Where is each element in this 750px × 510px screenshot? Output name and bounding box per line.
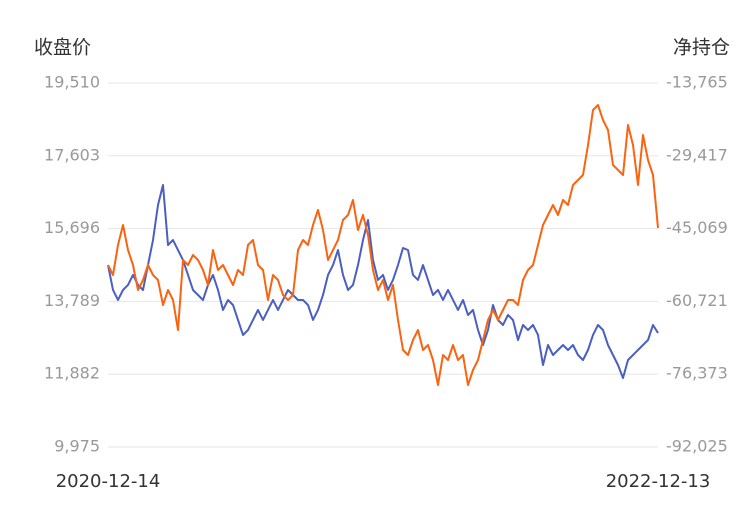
y-tick-label: 19,510 bbox=[44, 73, 100, 92]
y-tick-label: 13,789 bbox=[44, 291, 100, 310]
y2-axis-title: 净持仓 bbox=[673, 37, 730, 59]
y-tick-label: 9,975 bbox=[54, 437, 100, 456]
x-tick-label: 2020-12-14 bbox=[56, 471, 161, 492]
y2-tick-label: -92,025 bbox=[666, 437, 728, 456]
y2-tick-label: -45,069 bbox=[666, 218, 728, 237]
x-tick-label: 2022-12-13 bbox=[606, 471, 711, 492]
y2-tick-label: -60,721 bbox=[666, 291, 728, 310]
y2-tick-label: -29,417 bbox=[666, 145, 728, 164]
y2-tick-label: -13,765 bbox=[666, 73, 728, 92]
line-series bbox=[107, 104, 659, 386]
y-tick-label: 11,882 bbox=[44, 364, 100, 383]
y-tick-label: 15,696 bbox=[44, 218, 100, 237]
y-tick-label: 17,603 bbox=[44, 145, 100, 164]
y-axis-title: 收盘价 bbox=[34, 37, 91, 59]
y2-tick-label: -76,373 bbox=[666, 364, 728, 383]
line-series bbox=[107, 184, 659, 380]
